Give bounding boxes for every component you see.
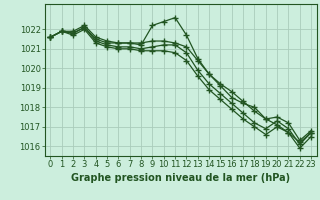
X-axis label: Graphe pression niveau de la mer (hPa): Graphe pression niveau de la mer (hPa) [71,173,290,183]
